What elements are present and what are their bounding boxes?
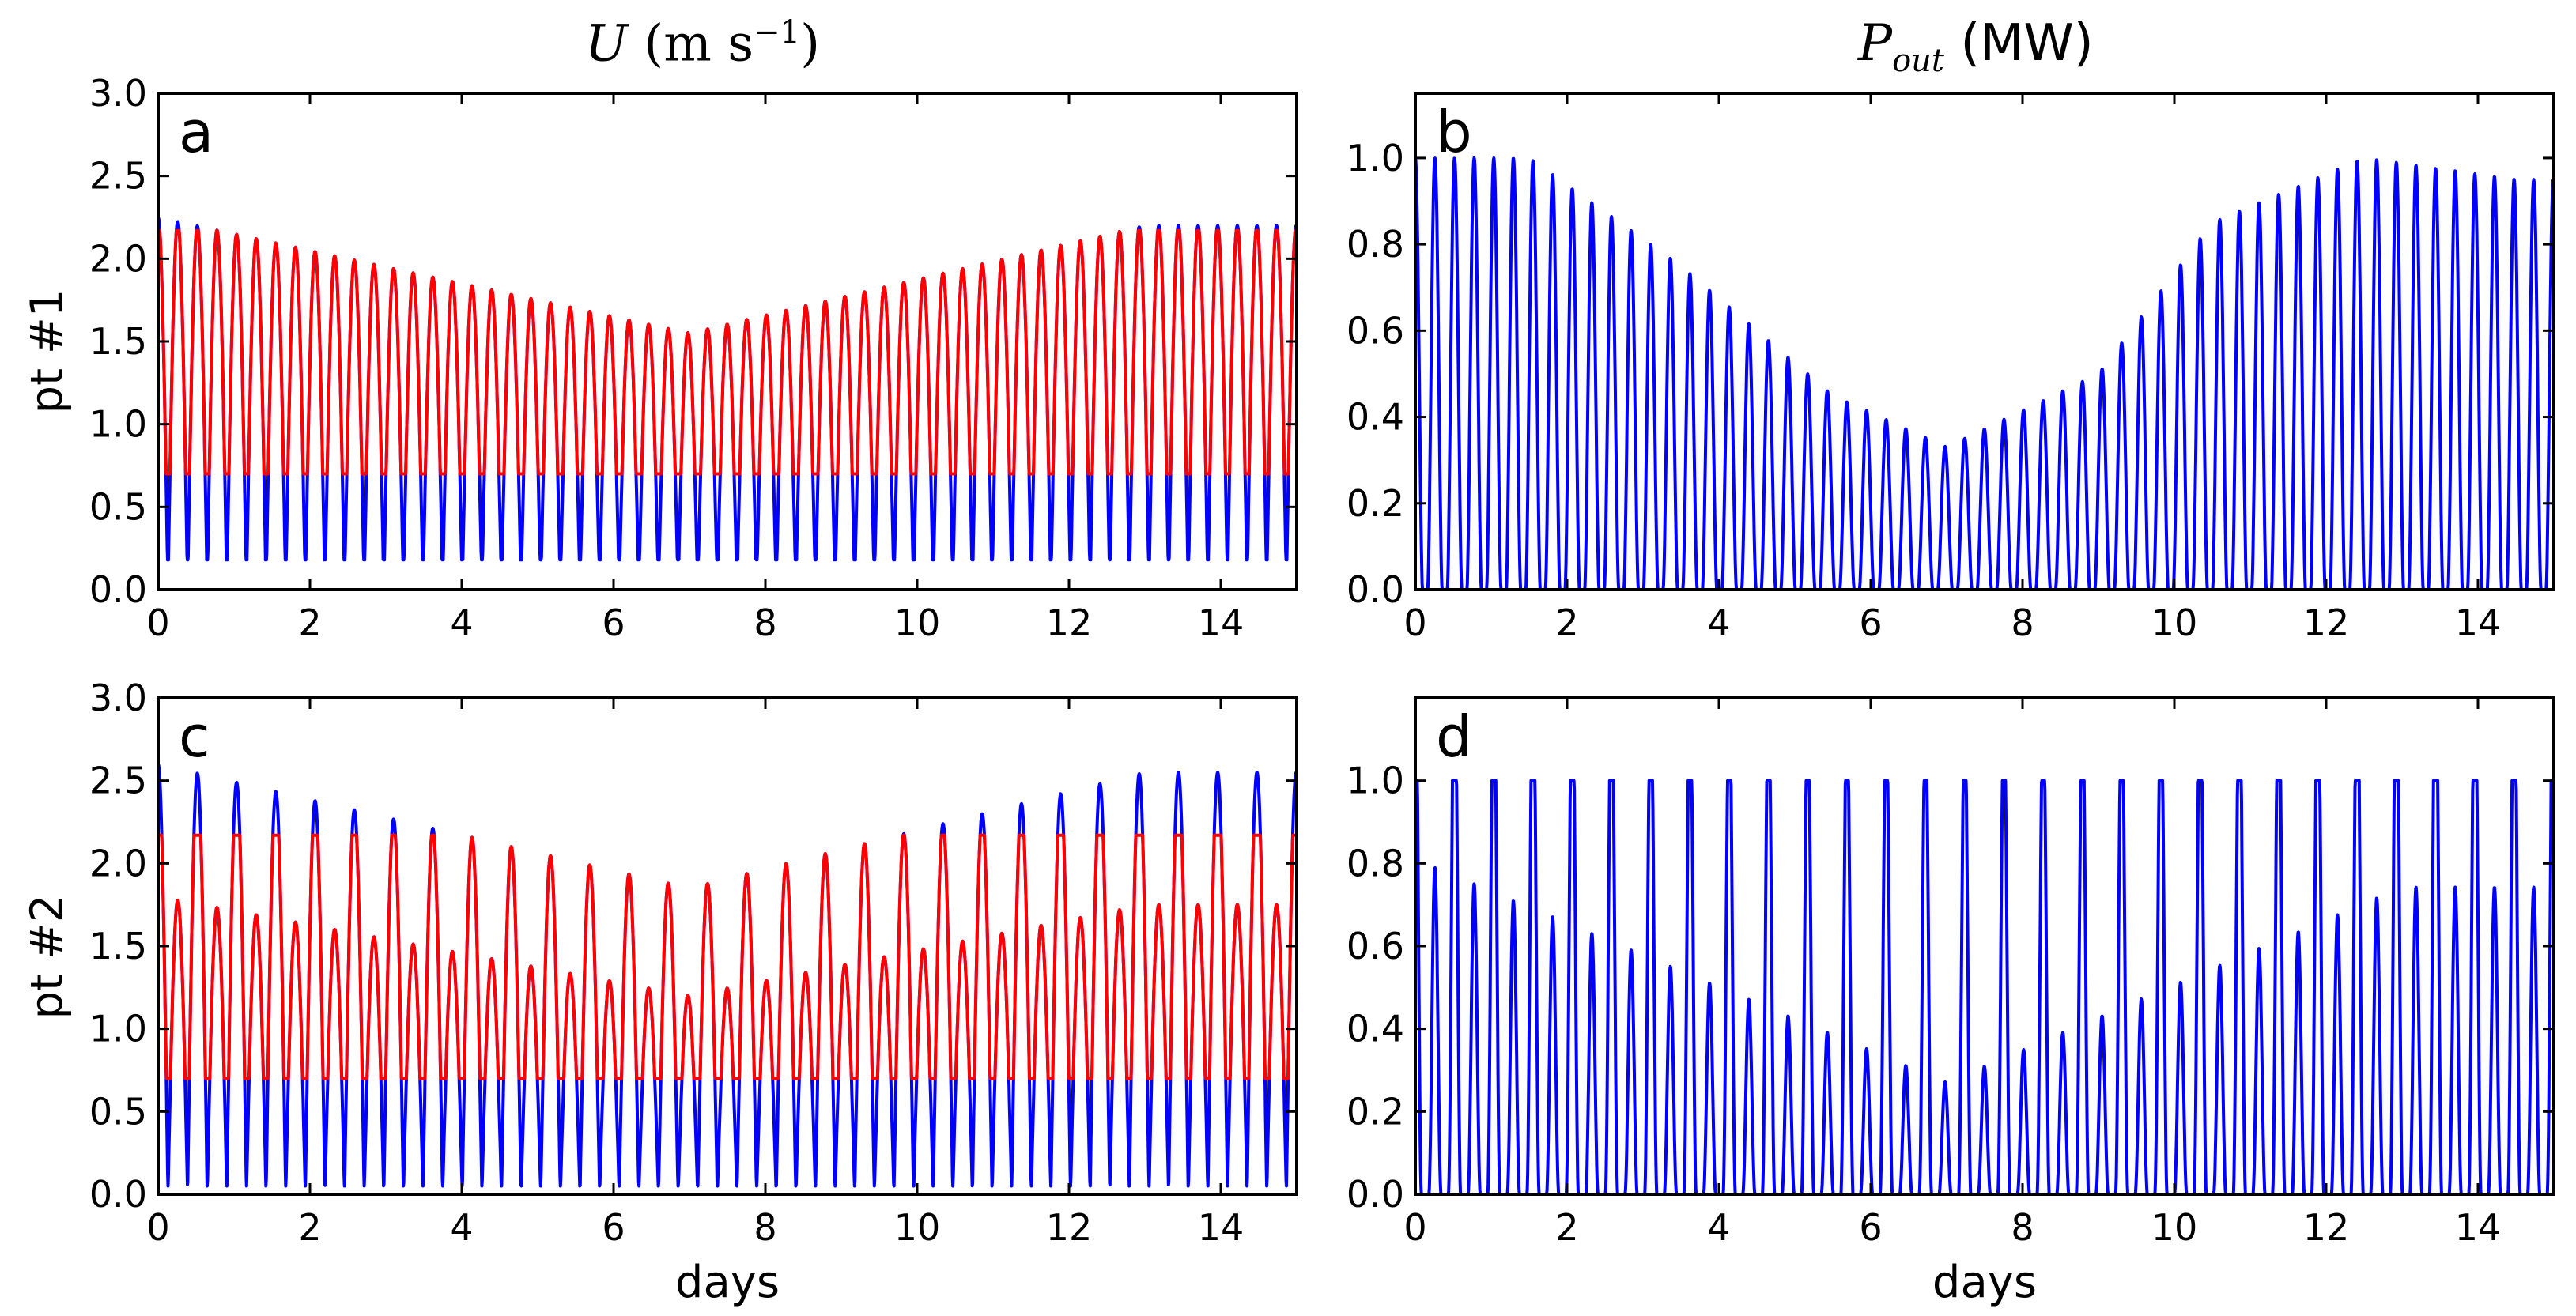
axes-frame-d <box>1414 696 2555 1196</box>
y-tick-label-c: 0.5 <box>89 1090 147 1133</box>
x-tick-label-d: 4 <box>1707 1206 1730 1249</box>
x-tick-label-a: 8 <box>754 601 776 644</box>
power-symbol: P <box>1858 14 1893 73</box>
x-tick-label-d: 6 <box>1859 1206 1882 1249</box>
plot-area-a <box>158 217 1297 562</box>
x-tick-label-c: 2 <box>298 1206 321 1249</box>
y-tick-label-c: 1.0 <box>89 1008 147 1050</box>
panel-a: 0 2 4 6 8 10 12 14 0.0 0.5 1.0 1.5 2.0 2.5 3.0 a <box>89 72 1298 644</box>
panel-label-b: b <box>1436 99 1472 165</box>
y-tick-label-a: 0.0 <box>89 568 147 611</box>
y-tick-label-b: 0.8 <box>1347 223 1404 266</box>
x-tick-label-a: 14 <box>1198 601 1245 644</box>
speed-close-paren: ) <box>800 14 821 74</box>
x-tick-label-c: 0 <box>146 1206 169 1249</box>
x-tick-label-c: 8 <box>754 1206 776 1249</box>
y-tick-label-d: 0.0 <box>1347 1173 1404 1216</box>
y-tick-label-b: 0.2 <box>1347 482 1404 525</box>
x-tick-label-d: 8 <box>2011 1206 2034 1249</box>
x-tick-label-d: 12 <box>2303 1206 2350 1249</box>
series-line-blue <box>1415 779 2554 1194</box>
panel-d: 0 2 4 6 8 10 12 14 0.0 0.2 0.4 0.6 0.8 1.0 d days <box>1347 696 2555 1308</box>
x-tick-label-a: 2 <box>298 601 321 644</box>
y-tick-label-d: 0.8 <box>1347 842 1404 884</box>
x-tick-label-a: 6 <box>602 601 625 644</box>
speed-unit-exponent: −1 <box>754 14 801 51</box>
x-tick-label-c: 4 <box>450 1206 473 1249</box>
x-tick-label-b: 0 <box>1403 601 1426 644</box>
x-tick-label-c: 6 <box>602 1206 625 1249</box>
x-tick-label-c: 10 <box>894 1206 941 1249</box>
x-tick-label-d: 0 <box>1403 1206 1426 1249</box>
x-tick-label-b: 12 <box>2303 601 2350 644</box>
y-tick-label-a: 0.5 <box>89 485 147 528</box>
y-tick-label-c: 0.0 <box>89 1173 147 1216</box>
x-axis-label-d: days <box>1932 1257 2037 1308</box>
panel-label-d: d <box>1436 703 1472 770</box>
x-tick-label-b: 8 <box>2011 601 2034 644</box>
y-tick-label-b: 0.6 <box>1347 309 1404 352</box>
y-tick-label-c: 2.0 <box>89 842 147 884</box>
y-tick-label-d: 1.0 <box>1347 760 1404 802</box>
speed-symbol: U <box>585 14 628 74</box>
axes-frame-b <box>1414 92 2555 591</box>
x-tick-label-c: 12 <box>1046 1206 1093 1249</box>
column-title-speed: U (m s−1) <box>585 14 820 73</box>
y-tick-label-b: 0.4 <box>1347 396 1404 439</box>
panel-label-c: c <box>179 703 210 770</box>
y-tick-label-b: 0.0 <box>1347 568 1404 611</box>
x-tick-label-c: 14 <box>1198 1206 1245 1249</box>
plot-area-b <box>1415 156 2554 590</box>
y-tick-label-a: 1.5 <box>89 320 147 363</box>
y-tick-label-c: 1.5 <box>89 925 147 967</box>
x-tick-label-b: 14 <box>2455 601 2502 644</box>
panel-b: 0 2 4 6 8 10 12 14 0.0 0.2 0.4 0.6 0.8 1.0 b <box>1347 92 2555 644</box>
x-tick-label-b: 10 <box>2151 601 2198 644</box>
series-line-red <box>158 228 1297 476</box>
y-tick-label-c: 2.5 <box>89 760 147 802</box>
x-tick-label-d: 2 <box>1555 1206 1578 1249</box>
x-tick-label-a: 0 <box>146 601 169 644</box>
x-tick-label-a: 12 <box>1046 601 1093 644</box>
axes-frame-c <box>157 696 1298 1196</box>
series-line-blue <box>1415 156 2554 590</box>
y-tick-label-d: 0.2 <box>1347 1090 1404 1133</box>
x-tick-label-b: 6 <box>1859 601 1882 644</box>
x-tick-label-a: 4 <box>450 601 473 644</box>
y-tick-label-c: 3.0 <box>89 677 147 719</box>
x-tick-label-b: 4 <box>1707 601 1730 644</box>
y-tick-label-b: 1.0 <box>1347 137 1404 179</box>
x-tick-label-d: 10 <box>2151 1206 2198 1249</box>
series-line-red <box>158 833 1297 1080</box>
power-subscript: out <box>1892 42 1944 79</box>
x-axis-label-c: days <box>675 1257 780 1308</box>
series-line-blue <box>158 763 1297 1188</box>
y-tick-label-a: 2.0 <box>89 237 147 280</box>
y-tick-label-a: 2.5 <box>89 155 147 198</box>
y-tick-label-a: 1.0 <box>89 403 147 446</box>
panel-label-a: a <box>179 99 213 165</box>
y-tick-label-d: 0.6 <box>1347 925 1404 967</box>
column-title-power: Pout (MW) <box>1858 14 2094 79</box>
y-tick-label-d: 0.4 <box>1347 1008 1404 1050</box>
power-unit: (MW) <box>1960 14 2094 73</box>
x-tick-label-b: 2 <box>1555 601 1578 644</box>
plot-area-d <box>1415 779 2554 1194</box>
plot-area-c <box>158 763 1297 1188</box>
x-tick-label-a: 10 <box>894 601 941 644</box>
x-tick-label-d: 14 <box>2455 1206 2502 1249</box>
speed-open-paren: ( <box>644 14 664 74</box>
panel-c: 0 2 4 6 8 10 12 14 0.0 0.5 1.0 1.5 2.0 2.5 3.0 c days <box>89 677 1298 1308</box>
speed-unit: m s <box>663 14 754 74</box>
y-tick-label-a: 3.0 <box>89 72 147 115</box>
